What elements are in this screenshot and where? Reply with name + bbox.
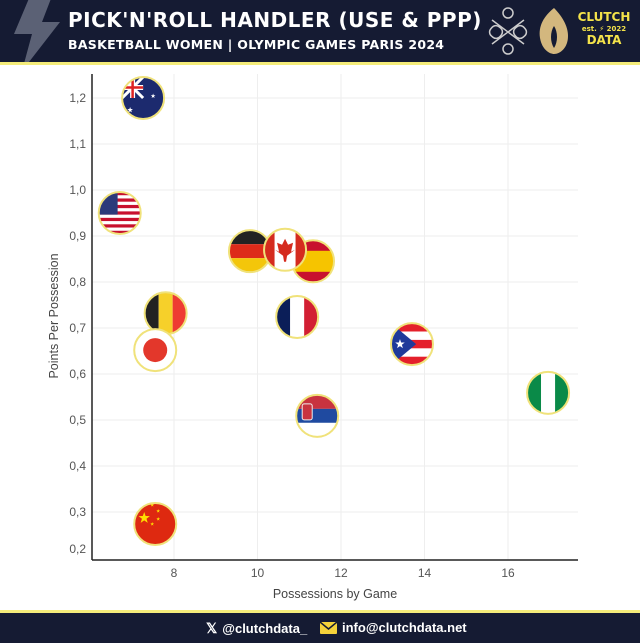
brand-logo: CLUTCH est. ⚡ 2022 DATA [577, 10, 631, 47]
flag-aus-icon [122, 77, 165, 119]
y-tick-label: 0,6 [69, 367, 86, 381]
email-contact[interactable]: info@clutchdata.net [320, 620, 467, 635]
data-point-ger[interactable] [227, 229, 272, 274]
data-point-chn[interactable] [133, 501, 178, 546]
data-point-ngr[interactable] [526, 370, 571, 415]
flag-jpn-icon [134, 329, 177, 372]
data-point-srb[interactable] [295, 393, 340, 438]
y-tick-label: 0,3 [69, 505, 86, 519]
page-subtitle: BASKETBALL WOMEN | OLYMPIC GAMES PARIS 2… [68, 37, 445, 52]
marker-ring [526, 370, 571, 415]
marker-ring [263, 227, 308, 272]
footer: 𝕏 @clutchdata_ info@clutchdata.net [0, 610, 640, 643]
y-tick-label: 0,8 [69, 275, 86, 289]
flag-can-icon [264, 228, 307, 271]
x-tick-label: 10 [251, 566, 265, 580]
x-tick-label: 8 [171, 566, 178, 580]
marker-ring [133, 501, 178, 546]
y-tick-label: 0,5 [69, 413, 86, 427]
flag-pur-icon [390, 323, 433, 366]
data-point-aus[interactable] [121, 76, 166, 120]
x-tick-label: 12 [334, 566, 348, 580]
data-point-pur[interactable] [389, 322, 434, 367]
y-tick-label: 1,2 [69, 91, 86, 105]
data-point-fra[interactable] [275, 294, 320, 339]
flag-usa-icon [98, 192, 141, 234]
x-tick-label: 14 [418, 566, 432, 580]
page-title: PICK'N'ROLL HANDLER (USE & PPP) [68, 8, 482, 32]
header: PICK'N'ROLL HANDLER (USE & PPP) BASKETBA… [0, 0, 640, 65]
scatter-chart: 8 10 12 14 16 0,2 0,3 0,4 0,5 0,6 0,7 0,8 0,9 1,0 1,1 1… [47, 74, 578, 601]
data-point-jpn[interactable] [133, 328, 178, 373]
y-tick-label: 0,4 [69, 459, 86, 473]
axes: 8 10 12 14 16 0,2 0,3 0,4 0,5 0,6 0,7 0,8 0,9 1,0 1,1 1… [69, 74, 578, 580]
x-twitter-icon: 𝕏 [206, 620, 218, 636]
marker-ring [97, 191, 142, 235]
data-point-usa[interactable] [97, 191, 142, 235]
olympic-basketball-logo [488, 7, 568, 55]
twitter-handle[interactable]: 𝕏 @clutchdata_ [206, 620, 308, 636]
data-point-bel[interactable] [143, 291, 188, 336]
marker-ring [295, 393, 340, 438]
y-axis-label: Points Per Possession [47, 253, 61, 378]
y-tick-label: 0,7 [69, 321, 86, 335]
data-points [97, 76, 571, 546]
marker-ring [121, 76, 166, 120]
marker-ring [389, 322, 434, 367]
y-tick-label: 0,9 [69, 229, 86, 243]
x-axis-label: Possessions by Game [273, 587, 397, 601]
bolt-icon [14, 0, 60, 62]
data-point-can[interactable] [263, 227, 308, 272]
grid [92, 74, 578, 560]
marker-ring [275, 294, 320, 339]
mail-icon [320, 621, 337, 634]
y-tick-label: 1,0 [69, 183, 86, 197]
marker-ring [133, 328, 178, 373]
x-tick-label: 16 [501, 566, 515, 580]
y-tick-label: 0,2 [69, 542, 86, 556]
flag-chn-icon [134, 502, 177, 545]
y-tick-label: 1,1 [69, 137, 86, 151]
